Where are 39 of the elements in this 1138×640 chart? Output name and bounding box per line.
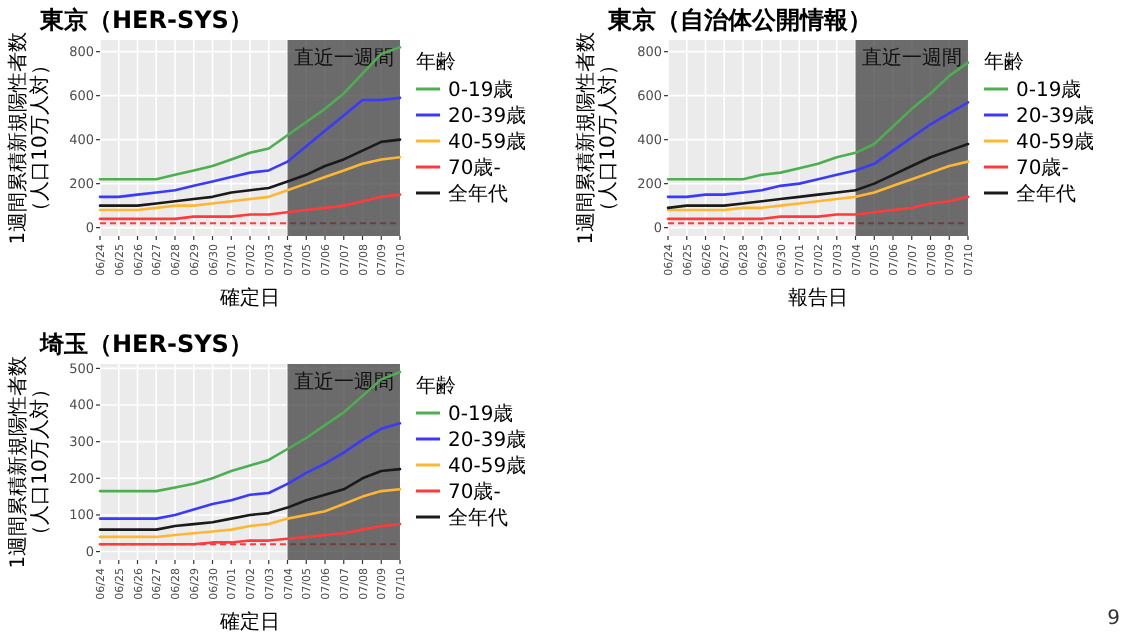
chart-title: 埼玉（HER-SYS） <box>38 330 253 358</box>
legend-title: 年齢 <box>416 374 456 398</box>
legend-title: 年齢 <box>984 50 1024 74</box>
legend-label: 70歳- <box>448 156 502 180</box>
x-axis-title: 報告日 <box>788 286 848 310</box>
legend-label: 全年代 <box>1016 182 1076 206</box>
line-series <box>98 467 402 531</box>
legend-label: 全年代 <box>448 182 508 206</box>
line-series <box>666 160 970 212</box>
text: 9 <box>1107 608 1120 630</box>
line-series <box>98 138 402 207</box>
legend-title: 年齢 <box>416 50 456 74</box>
y-axis-title: 1週間累積新規陽性者数（人口10万人対） <box>574 31 620 245</box>
legend-label: 20-39歳 <box>448 104 527 128</box>
legend-label: 40-59歳 <box>1016 130 1095 154</box>
legend-label: 0-19歳 <box>448 78 514 102</box>
legend-label: 20-39歳 <box>448 428 527 452</box>
line-series <box>98 45 402 181</box>
legend-label: 全年代 <box>448 506 508 530</box>
line-series <box>98 422 402 520</box>
legend-label: 0-19歳 <box>448 402 514 426</box>
x-axis-title: 確定日 <box>218 610 280 634</box>
legend-label: 20-39歳 <box>1016 104 1095 128</box>
legend-label: 70歳- <box>1016 156 1070 180</box>
legend-label: 70歳- <box>448 480 502 504</box>
line-series <box>98 155 402 212</box>
legend-label: 40-59歳 <box>448 454 527 478</box>
legend-label: 40-59歳 <box>448 130 527 154</box>
x-axis-title: 確定日 <box>218 286 280 310</box>
y-axis-title: 1週間累積新規陽性者数（人口10万人対） <box>6 355 52 569</box>
line-series <box>98 488 402 539</box>
band-label: 直近一週間 <box>861 46 962 70</box>
chart-title: 東京（自治体公開情報） <box>606 6 872 34</box>
y-axis-title: 1週間累積新規陽性者数（人口10万人対） <box>6 31 52 245</box>
line-series <box>666 142 970 210</box>
legend-label: 0-19歳 <box>1016 78 1082 102</box>
line-series <box>666 100 970 199</box>
line-series <box>98 96 402 199</box>
chart-title: 東京（HER-SYS） <box>38 6 253 34</box>
